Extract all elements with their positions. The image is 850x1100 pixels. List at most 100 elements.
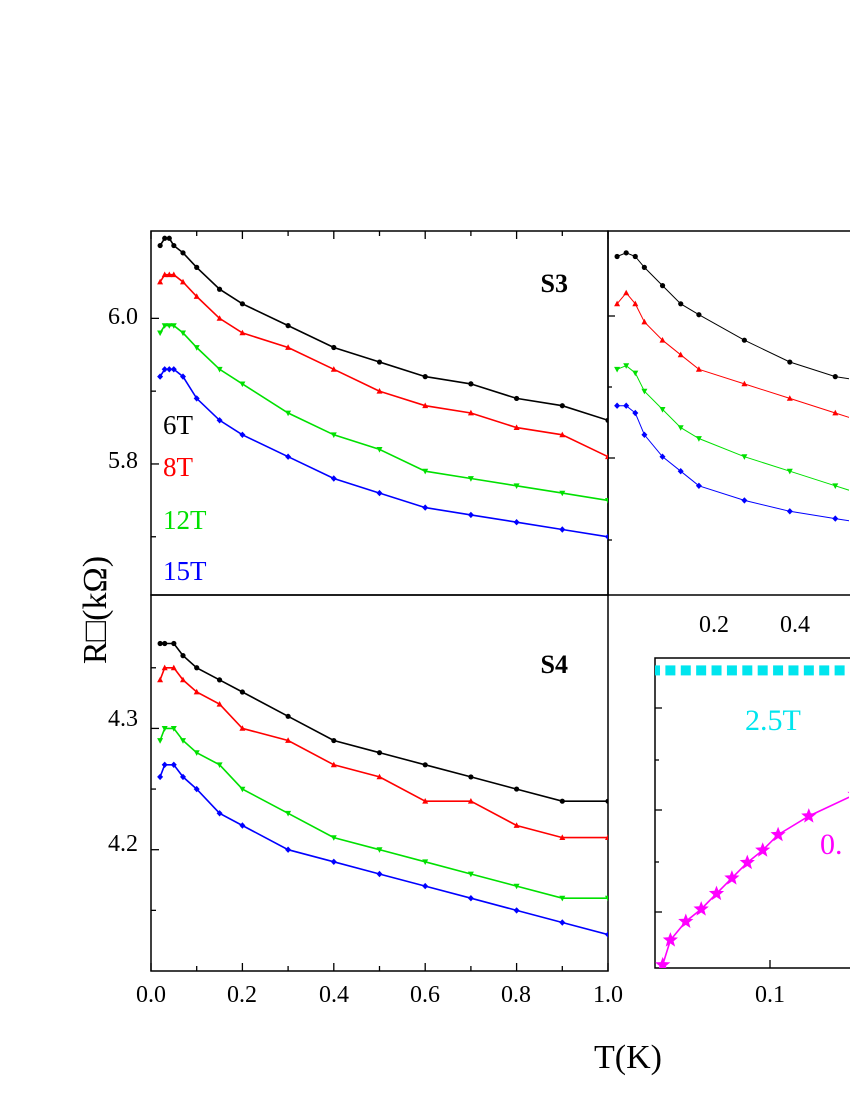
xtick-0: 0.0 (136, 982, 166, 1008)
data-point-12t (161, 323, 168, 329)
data-point-15t (559, 526, 566, 533)
data-point-15t (422, 882, 429, 890)
xtick-inset-0: 0.1 (755, 982, 785, 1008)
data-point-6t (559, 798, 565, 804)
data-point-12t (180, 330, 186, 337)
data-point-15t (376, 489, 383, 497)
data-point-15t (166, 366, 173, 373)
data-point-12t (623, 363, 630, 369)
data-point-6t (514, 786, 520, 792)
x-axis-title: T(K) (594, 1039, 662, 1076)
data-point-6t (741, 337, 747, 343)
data-point-6t (171, 242, 177, 249)
data-point-2-5t (665, 665, 676, 676)
data-point-15t (614, 402, 621, 409)
data-point-12t (157, 330, 164, 337)
data-point-12t (559, 490, 566, 497)
data-point-15t (180, 773, 186, 781)
data-point-6t (180, 250, 186, 256)
data-point-8t (330, 761, 337, 768)
data-point-8t (695, 366, 702, 372)
data-point-6t (166, 235, 172, 241)
series-2-6t (614, 250, 849, 380)
data-point-15t (422, 504, 429, 511)
data-point-12t (239, 786, 246, 793)
data-point-8t (513, 822, 520, 828)
data-point-8t (285, 737, 292, 743)
series-0-15t (157, 366, 608, 540)
data-point-6t (559, 403, 565, 409)
data-point-8t (832, 409, 839, 416)
data-point-0- (655, 956, 671, 968)
data-point-8t (605, 453, 608, 460)
series-line-12t (616, 365, 849, 491)
data-point-15t (786, 508, 793, 515)
data-point-12t (422, 468, 429, 475)
data-point-8t (239, 329, 246, 336)
data-point-15t (193, 785, 200, 793)
data-point-15t (157, 773, 164, 781)
data-point-12t (170, 726, 177, 732)
data-point-15t (180, 373, 186, 380)
data-point-6t (194, 264, 200, 270)
series-1-15t (157, 761, 608, 938)
data-point-12t (832, 483, 839, 489)
data-point-0- (693, 901, 709, 916)
data-point-8t (170, 271, 177, 278)
data-point-15t (677, 468, 684, 475)
data-point-8t (161, 664, 168, 671)
data-point-8t (741, 380, 748, 387)
series-line-6t (616, 252, 849, 380)
data-point-15t (632, 409, 639, 417)
data-point-12t (239, 381, 246, 388)
data-point-6t (422, 762, 428, 768)
series-3-2-5t (655, 665, 845, 676)
series-line-12t (159, 324, 608, 502)
data-point-0- (801, 808, 817, 823)
data-point-15t (659, 453, 666, 460)
data-point-15t (285, 846, 292, 853)
data-point-8t (467, 798, 474, 804)
data-point-12t (467, 871, 474, 878)
data-point-15t (216, 417, 223, 424)
data-point-6t (331, 737, 337, 744)
data-point-15t (330, 475, 337, 482)
data-point-8t (330, 366, 337, 372)
series-2-8t (614, 289, 849, 418)
series-1-8t (157, 664, 608, 840)
series-1-12t (157, 726, 608, 902)
data-point-2-5t (655, 665, 660, 676)
data-point-8t (216, 701, 223, 707)
data-point-8t (513, 424, 520, 430)
data-point-6t (376, 359, 383, 365)
data-point-6t (216, 677, 223, 683)
series-1-6t (157, 640, 608, 804)
data-point-12t (180, 738, 186, 744)
data-point-8t (614, 300, 621, 307)
data-point-2-5t (757, 665, 768, 676)
data-point-2-5t (742, 665, 753, 676)
data-point-12t (605, 498, 608, 504)
data-point-15t (170, 761, 177, 768)
data-point-6t (180, 653, 186, 659)
data-point-6t (162, 235, 168, 241)
series-line-0- (661, 796, 849, 966)
panel-label-s4: S4 (541, 650, 568, 679)
data-point-6t (162, 640, 168, 647)
data-point-6t (678, 301, 684, 307)
data-point-6t (331, 344, 337, 351)
data-point-12t (786, 468, 793, 475)
data-point-0- (739, 854, 755, 870)
data-point-12t (741, 454, 748, 460)
data-point-2-5t (788, 665, 799, 676)
xtick-topright-0: 0.2 (699, 612, 729, 638)
inset-label-magenta: 0. (820, 828, 843, 861)
data-point-8t (170, 664, 177, 671)
data-point-6t (239, 689, 245, 695)
series-line-6t (159, 237, 608, 422)
series-3-0- (655, 791, 849, 968)
data-point-12t (614, 366, 621, 373)
data-point-15t (193, 395, 200, 402)
data-point-0- (847, 791, 849, 794)
data-point-12t (513, 883, 520, 890)
